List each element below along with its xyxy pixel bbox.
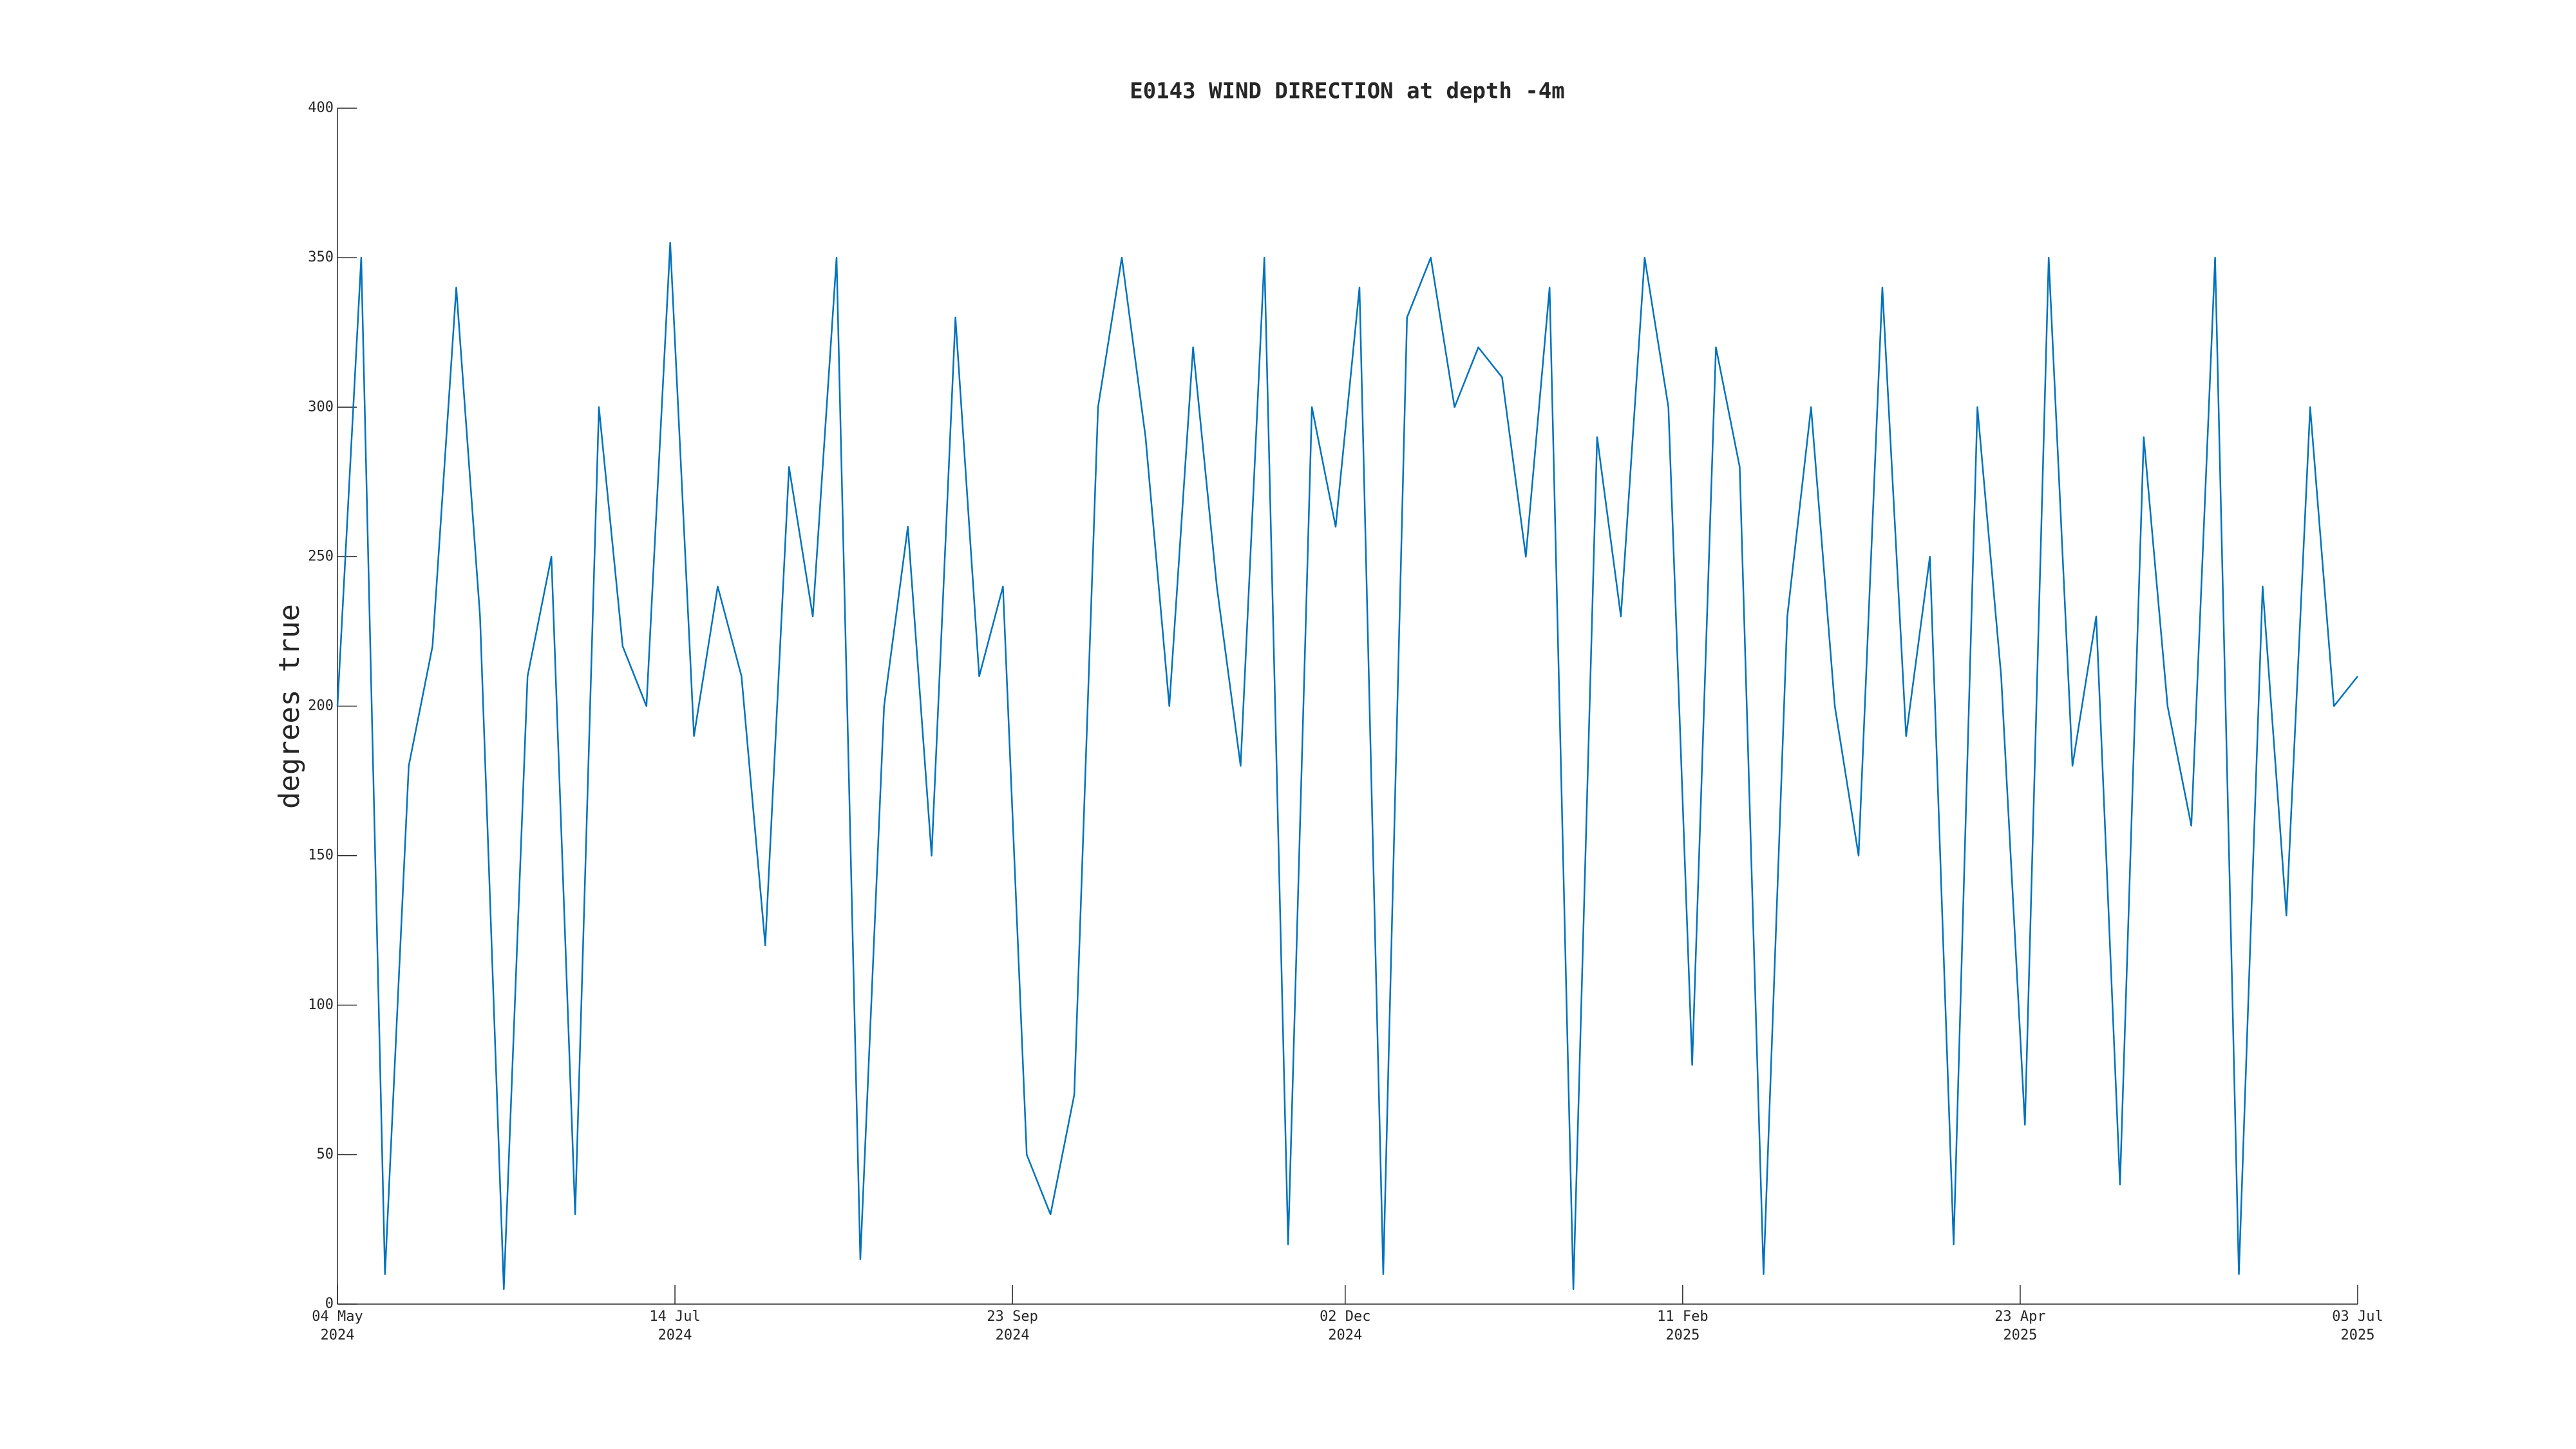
x-tick-label: 2024 [658, 1327, 692, 1343]
x-tick-label: 23 Sep [987, 1309, 1037, 1325]
x-tick-label: 2024 [321, 1327, 355, 1343]
chart-title: E0143 WIND DIRECTION at depth -4m [1130, 79, 1565, 104]
y-tick-label: 300 [308, 399, 334, 415]
y-tick-label: 350 [308, 249, 334, 265]
x-tick-label: 2025 [2341, 1327, 2375, 1343]
x-tick-label: 2024 [996, 1327, 1030, 1343]
y-tick-label: 0 [325, 1296, 334, 1312]
x-tick-label: 2025 [1665, 1327, 1700, 1343]
y-tick-label: 400 [308, 100, 334, 116]
y-tick-label: 150 [308, 848, 334, 864]
y-tick-label: 200 [308, 698, 334, 714]
y-tick-label: 250 [308, 548, 334, 564]
y-tick-label: 50 [317, 1146, 334, 1162]
y-tick-label: 100 [308, 997, 334, 1013]
x-tick-label: 02 Dec [1320, 1309, 1370, 1325]
x-tick-label: 14 Jul [649, 1309, 700, 1325]
data-line [336, 242, 2358, 1291]
y-axis-label: degrees true [273, 604, 306, 809]
x-tick-label: 23 Apr [1994, 1309, 2045, 1325]
x-tick-label: 2024 [1328, 1327, 1362, 1343]
x-tick-label: 11 Feb [1657, 1309, 1708, 1325]
x-tick-label: 2025 [2003, 1327, 2037, 1343]
x-tick-label: 03 Jul [2332, 1309, 2383, 1325]
x-tick-label: 04 May [312, 1309, 363, 1325]
